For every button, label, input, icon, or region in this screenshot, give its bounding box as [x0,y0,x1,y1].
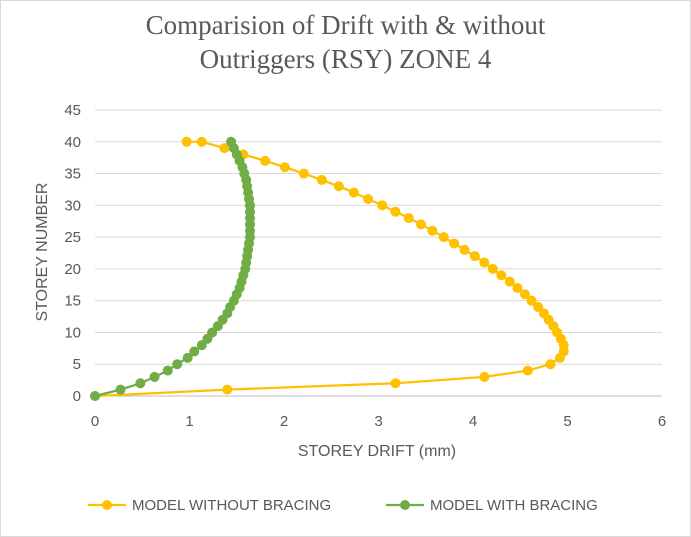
y-tick-label: 15 [64,293,81,310]
x-tick-labels: 0 1 2 3 4 5 6 [91,413,666,430]
data-point [533,302,544,313]
data-point [316,174,327,185]
data-point [172,359,183,370]
chart-title: Comparision of Drift with & without Outr… [0,8,691,76]
legend-label: MODEL WITHOUT BRACING [132,497,331,514]
data-point [427,225,438,236]
chart-title-line-1: Comparision of Drift with & without [145,10,546,40]
data-point [162,365,173,376]
legend-marker [400,500,410,510]
data-point [135,378,146,389]
y-tick-label: 25 [64,229,81,246]
data-point [526,295,537,306]
data-point [496,270,507,281]
data-point [522,365,533,376]
data-point [390,378,401,389]
data-point [504,276,515,287]
data-point [487,263,498,274]
legend: MODEL WITHOUT BRACING MODEL WITH BRACING [88,497,598,514]
x-tick-label: 4 [469,413,477,430]
data-point [333,181,344,192]
legend-marker [102,500,112,510]
y-tick-label: 5 [73,356,81,373]
y-tick-label: 35 [64,166,81,183]
data-point [479,257,490,268]
data-point [298,168,309,179]
y-axis-title: STOREY NUMBER [34,183,51,322]
data-point [459,244,470,255]
legend-label: MODEL WITH BRACING [430,497,598,514]
data-point [545,359,556,370]
y-tick-label: 10 [64,324,81,341]
data-point [519,289,530,300]
x-tick-label: 0 [91,413,99,430]
data-point [469,251,480,262]
data-point [377,200,388,211]
y-tick-label: 40 [64,134,81,151]
data-point [403,213,414,224]
data-point [449,238,460,249]
data-point [90,391,100,401]
y-tick-label: 45 [64,102,81,119]
data-point [279,162,290,173]
data-point [182,352,193,363]
y-tick-labels: 0 5 10 15 20 25 30 35 40 45 [64,102,81,405]
series-layer [90,136,569,401]
x-tick-label: 2 [280,413,288,430]
data-point [438,232,449,243]
data-point [479,371,490,382]
data-point [390,206,401,217]
x-tick-label: 3 [374,413,382,430]
data-point [149,371,160,382]
legend-item-2: MODEL WITH BRACING [386,497,598,514]
series-2 [90,136,255,401]
data-point [363,193,374,204]
x-tick-label: 6 [658,413,666,430]
data-point [115,384,126,395]
chart-title-line-2: Outriggers (RSY) ZONE 4 [199,44,492,74]
data-point [219,143,230,154]
x-axis-title: STOREY DRIFT (mm) [298,443,456,460]
data-point [226,136,237,147]
y-tick-label: 20 [64,261,81,278]
y-tick-label: 30 [64,197,81,214]
data-point [222,384,233,395]
data-point [196,136,207,147]
data-point [189,346,200,357]
data-point [181,136,192,147]
data-point [260,155,271,166]
legend-item-1: MODEL WITHOUT BRACING [88,497,331,514]
data-point [416,219,427,230]
gridlines [95,109,662,397]
data-point [348,187,359,198]
y-tick-label: 0 [73,388,81,405]
x-tick-label: 1 [185,413,193,430]
x-tick-label: 5 [563,413,571,430]
data-point [512,282,523,293]
